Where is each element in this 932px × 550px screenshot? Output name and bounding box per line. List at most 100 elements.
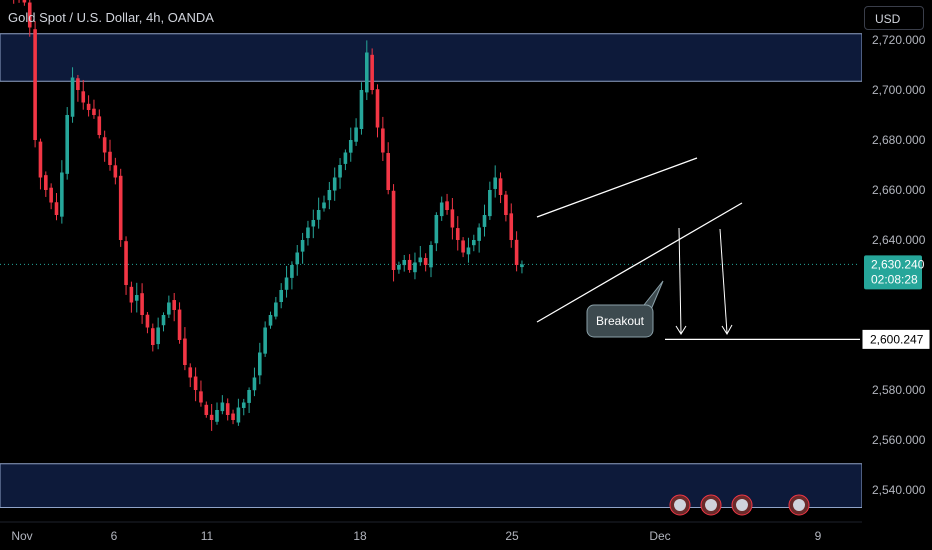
us-flag-event-icon[interactable] xyxy=(731,494,753,516)
candle xyxy=(113,157,118,185)
candle xyxy=(86,95,91,117)
time-tick: 11 xyxy=(201,529,214,543)
candle xyxy=(220,395,225,415)
candle xyxy=(290,261,294,290)
candle xyxy=(22,0,27,6)
channel-upper-line[interactable] xyxy=(536,157,698,218)
candle xyxy=(461,237,465,258)
candle xyxy=(231,409,235,425)
candle xyxy=(177,302,182,344)
svg-text:2,600.247: 2,600.247 xyxy=(870,332,924,346)
projection-arrow-1[interactable] xyxy=(678,227,682,334)
candle xyxy=(365,40,369,101)
candle xyxy=(306,220,310,246)
candle xyxy=(54,193,59,221)
candle xyxy=(274,296,278,320)
breakout-label: Breakout xyxy=(596,314,645,328)
candle xyxy=(482,204,487,237)
candle xyxy=(466,237,471,263)
candle xyxy=(348,127,353,162)
candle xyxy=(284,265,289,298)
candle xyxy=(472,234,476,252)
svg-text:02:08:28: 02:08:28 xyxy=(871,272,918,286)
candle xyxy=(509,203,514,248)
candle xyxy=(209,404,214,431)
us-flag-event-icon[interactable] xyxy=(788,494,810,516)
price-tick: 2,580.000 xyxy=(872,383,926,397)
projection-arrowhead-1 xyxy=(675,325,687,335)
candle xyxy=(514,231,519,272)
candle xyxy=(504,190,508,222)
candle xyxy=(70,67,75,123)
candle xyxy=(145,311,150,334)
svg-text:2,630.240: 2,630.240 xyxy=(871,257,925,271)
candle xyxy=(445,193,449,215)
candle xyxy=(263,321,267,357)
time-tick: 9 xyxy=(815,529,822,543)
currency-button[interactable]: USD xyxy=(864,6,924,30)
candlestick-series xyxy=(13,0,524,431)
candle xyxy=(156,317,160,350)
time-tick: 6 xyxy=(111,529,118,543)
candle xyxy=(92,99,96,119)
candle xyxy=(434,212,439,252)
us-flag-event-icon[interactable] xyxy=(700,494,722,516)
candle xyxy=(370,48,374,95)
candle xyxy=(423,253,428,272)
us-flag-event-icon[interactable] xyxy=(669,494,691,516)
candle xyxy=(247,387,251,413)
candle xyxy=(215,402,219,425)
candle xyxy=(316,197,321,229)
price-tick: 2,640.000 xyxy=(872,233,926,247)
candle xyxy=(498,172,503,204)
candle xyxy=(193,367,198,402)
projection-arrow-2[interactable] xyxy=(719,228,728,334)
time-tick: 18 xyxy=(353,529,367,543)
breakout-callout[interactable] xyxy=(586,304,654,338)
candle xyxy=(18,0,20,3)
candle xyxy=(252,367,257,397)
candle xyxy=(343,149,348,171)
economic-event-icons xyxy=(669,494,810,516)
candle xyxy=(397,261,401,274)
candle xyxy=(413,252,417,280)
candle xyxy=(60,160,64,224)
candle xyxy=(327,181,332,210)
candle xyxy=(108,139,112,171)
candle xyxy=(520,260,524,274)
candle xyxy=(375,84,380,138)
candle xyxy=(172,292,176,322)
candle xyxy=(354,118,358,146)
candle xyxy=(279,283,283,309)
candle xyxy=(102,130,107,162)
candle xyxy=(258,342,262,385)
candle xyxy=(167,295,171,318)
candle xyxy=(493,165,497,198)
candle xyxy=(488,181,492,220)
candle xyxy=(455,216,460,251)
channel-lower-line[interactable] xyxy=(536,202,743,323)
candle xyxy=(49,183,53,210)
candle xyxy=(188,363,193,388)
time-axis[interactable]: Nov 6 11 18 25 Dec 9 xyxy=(0,521,862,550)
candle xyxy=(199,380,203,407)
candle xyxy=(391,184,396,282)
candle xyxy=(65,107,69,180)
symbol-title: Gold Spot / U.S. Dollar, 4h, OANDA xyxy=(8,10,214,25)
time-tick: 25 xyxy=(505,529,519,543)
candle xyxy=(140,283,144,324)
candle xyxy=(81,79,86,110)
candle xyxy=(322,195,326,212)
candle xyxy=(124,236,128,295)
candle xyxy=(381,116,385,161)
time-tick: Dec xyxy=(649,529,670,543)
zone-0[interactable] xyxy=(0,33,863,82)
candle xyxy=(118,168,123,247)
candle xyxy=(134,282,139,313)
price-tick: 2,540.000 xyxy=(872,483,926,497)
price-axis[interactable]: 2,720.000 2,700.000 2,680.000 2,660.000 2,64… xyxy=(861,0,932,550)
candle xyxy=(338,158,342,189)
chart-annotations: Breakout xyxy=(536,157,860,341)
